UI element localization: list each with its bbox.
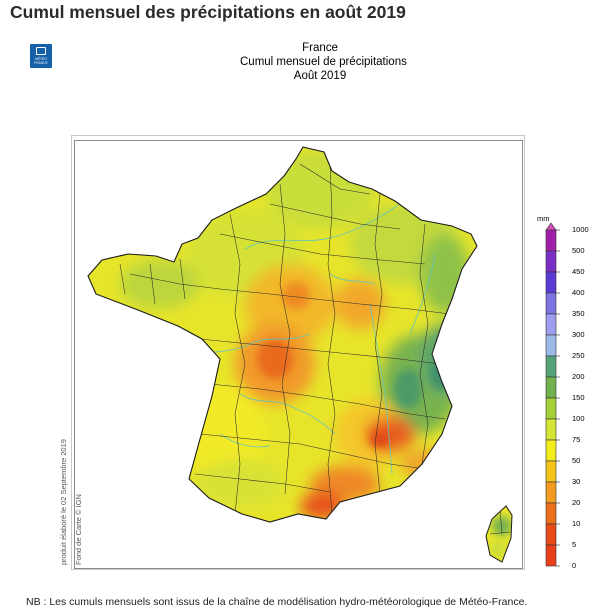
- map-title-period: Août 2019: [293, 70, 347, 82]
- legend-swatch-10: [545, 502, 557, 525]
- map-canvas: [71, 135, 525, 570]
- legend-label-150: 150: [572, 393, 585, 402]
- legend-label-5: 5: [572, 540, 577, 549]
- page-heading: Cumul mensuel des précipitations en août…: [10, 2, 406, 22]
- legend-swatch-300: [545, 313, 557, 336]
- legend-swatch-450: [545, 250, 557, 273]
- meteo-france-logo: MÉTÉO FRANCE: [30, 44, 52, 68]
- basemap-credit: Fond de Carte © IGN: [74, 494, 83, 565]
- logo-mark-icon: [36, 47, 46, 55]
- legend-label-1000: 1000: [572, 225, 589, 234]
- legend-swatch-0: [545, 544, 557, 567]
- corsica-outline: [485, 505, 513, 563]
- legend-label-30: 30: [572, 477, 581, 486]
- legend-label-350: 350: [572, 309, 585, 318]
- legend-swatch-75: [545, 418, 557, 441]
- legend-label-500: 500: [572, 246, 585, 255]
- legend-swatch-150: [545, 376, 557, 399]
- map-title-block: France Cumul mensuel de précipitations A…: [240, 41, 407, 83]
- legend-swatch-200: [545, 355, 557, 378]
- map-title-product: Cumul mensuel de précipitations: [240, 56, 407, 68]
- legend-label-450: 450: [572, 267, 585, 276]
- legend-label-200: 200: [572, 372, 585, 381]
- legend-swatch-250: [545, 334, 557, 357]
- legend-label-400: 400: [572, 288, 585, 297]
- production-date-credit: produit élaboré le 02 Septembre 2019: [59, 439, 68, 565]
- legend-label-50: 50: [572, 456, 581, 465]
- legend-swatch-30: [545, 460, 557, 483]
- legend-label-100: 100: [572, 414, 585, 423]
- legend-label-75: 75: [572, 435, 581, 444]
- legend-label-300: 300: [572, 330, 585, 339]
- precipitation-map: [70, 134, 526, 572]
- legend-arrow-top: [545, 222, 557, 231]
- legend-label-10: 10: [572, 519, 581, 528]
- france-outline: [87, 146, 478, 523]
- legend-swatch-50: [545, 439, 557, 462]
- legend-swatch-100: [545, 397, 557, 420]
- logo-text: MÉTÉO FRANCE: [34, 57, 48, 65]
- footnote: NB : Les cumuls mensuels sont issus de l…: [26, 596, 528, 608]
- legend-swatch-5: [545, 523, 557, 546]
- legend-color-bar: [545, 222, 560, 567]
- legend-swatch-500: [545, 229, 557, 252]
- legend-unit: mm: [537, 214, 550, 223]
- map-title-country: France: [302, 42, 338, 54]
- legend-swatch-20: [545, 481, 557, 504]
- legend-label-0: 0: [572, 561, 577, 570]
- legend-label-250: 250: [572, 351, 585, 360]
- legend-swatch-400: [545, 271, 557, 294]
- legend-swatch-350: [545, 292, 557, 315]
- legend-label-20: 20: [572, 498, 581, 507]
